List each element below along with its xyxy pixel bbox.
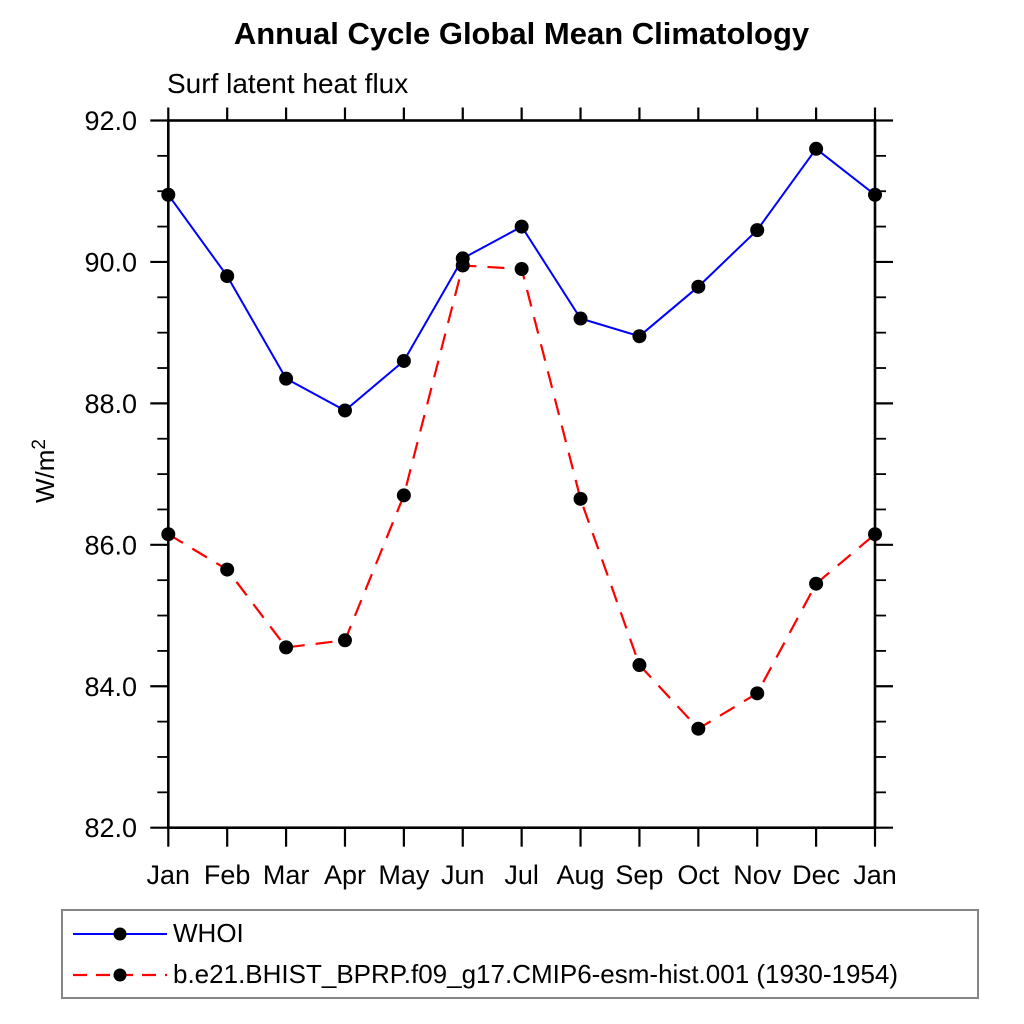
svg-text:May: May [378,860,430,890]
legend-item-model: b.e21.BHIST_BPRP.f09_g17.CMIP6-esm-hist.… [63,955,977,995]
legend-label-whoi: WHOI [173,918,244,948]
svg-text:Apr: Apr [324,860,366,890]
legend-marker-dot [113,968,127,981]
svg-text:Aug: Aug [557,860,605,890]
x-tick-labels: Jan Feb Mar Apr May Jun Jul Aug Sep Oct Nov Dec Jan [147,860,897,890]
svg-text:Sep: Sep [615,860,663,890]
svg-text:Dec: Dec [792,860,840,890]
y-tick-labels: 82.0 84.0 86.0 88.0 90.0 92.0 [84,106,137,843]
svg-text:Jun: Jun [441,860,485,890]
svg-text:Mar: Mar [263,860,310,890]
legend-line-sample-whoi [73,927,167,940]
svg-text:82.0: 82.0 [84,813,137,843]
svg-text:Jan: Jan [147,860,191,890]
y-minor-ticks [157,154,886,794]
svg-text:92.0: 92.0 [84,106,137,136]
x-ticks [167,107,877,847]
series-line-0 [167,147,876,412]
svg-text:Jul: Jul [504,860,539,890]
svg-text:88.0: 88.0 [84,389,137,419]
series-markers-0 [161,141,882,418]
legend-marker-dot [113,927,127,940]
legend-item-whoi: WHOI [63,914,977,954]
chart-title: Annual Cycle Global Mean Climatology [233,16,810,51]
svg-text:84.0: 84.0 [84,672,137,702]
series-markers-1 [161,258,882,736]
chart-subtitle: Surf latent heat flux [167,68,409,99]
svg-text:Feb: Feb [204,860,251,890]
svg-text:90.0: 90.0 [84,247,137,277]
series-line-1 [167,264,876,731]
svg-text:Jan: Jan [853,860,897,890]
legend-line-sample-model [73,968,167,981]
y-axis-title: W/m2 [29,439,60,503]
svg-text:Oct: Oct [677,860,720,890]
svg-text:86.0: 86.0 [84,530,137,560]
legend-box: WHOI b.e21.BHIST_BPRP.f09_g17.CMIP6-esm-… [61,909,979,999]
svg-text:Nov: Nov [733,860,782,890]
legend-label-model: b.e21.BHIST_BPRP.f09_g17.CMIP6-esm-hist.… [173,959,899,989]
y-major-ticks [150,119,893,829]
